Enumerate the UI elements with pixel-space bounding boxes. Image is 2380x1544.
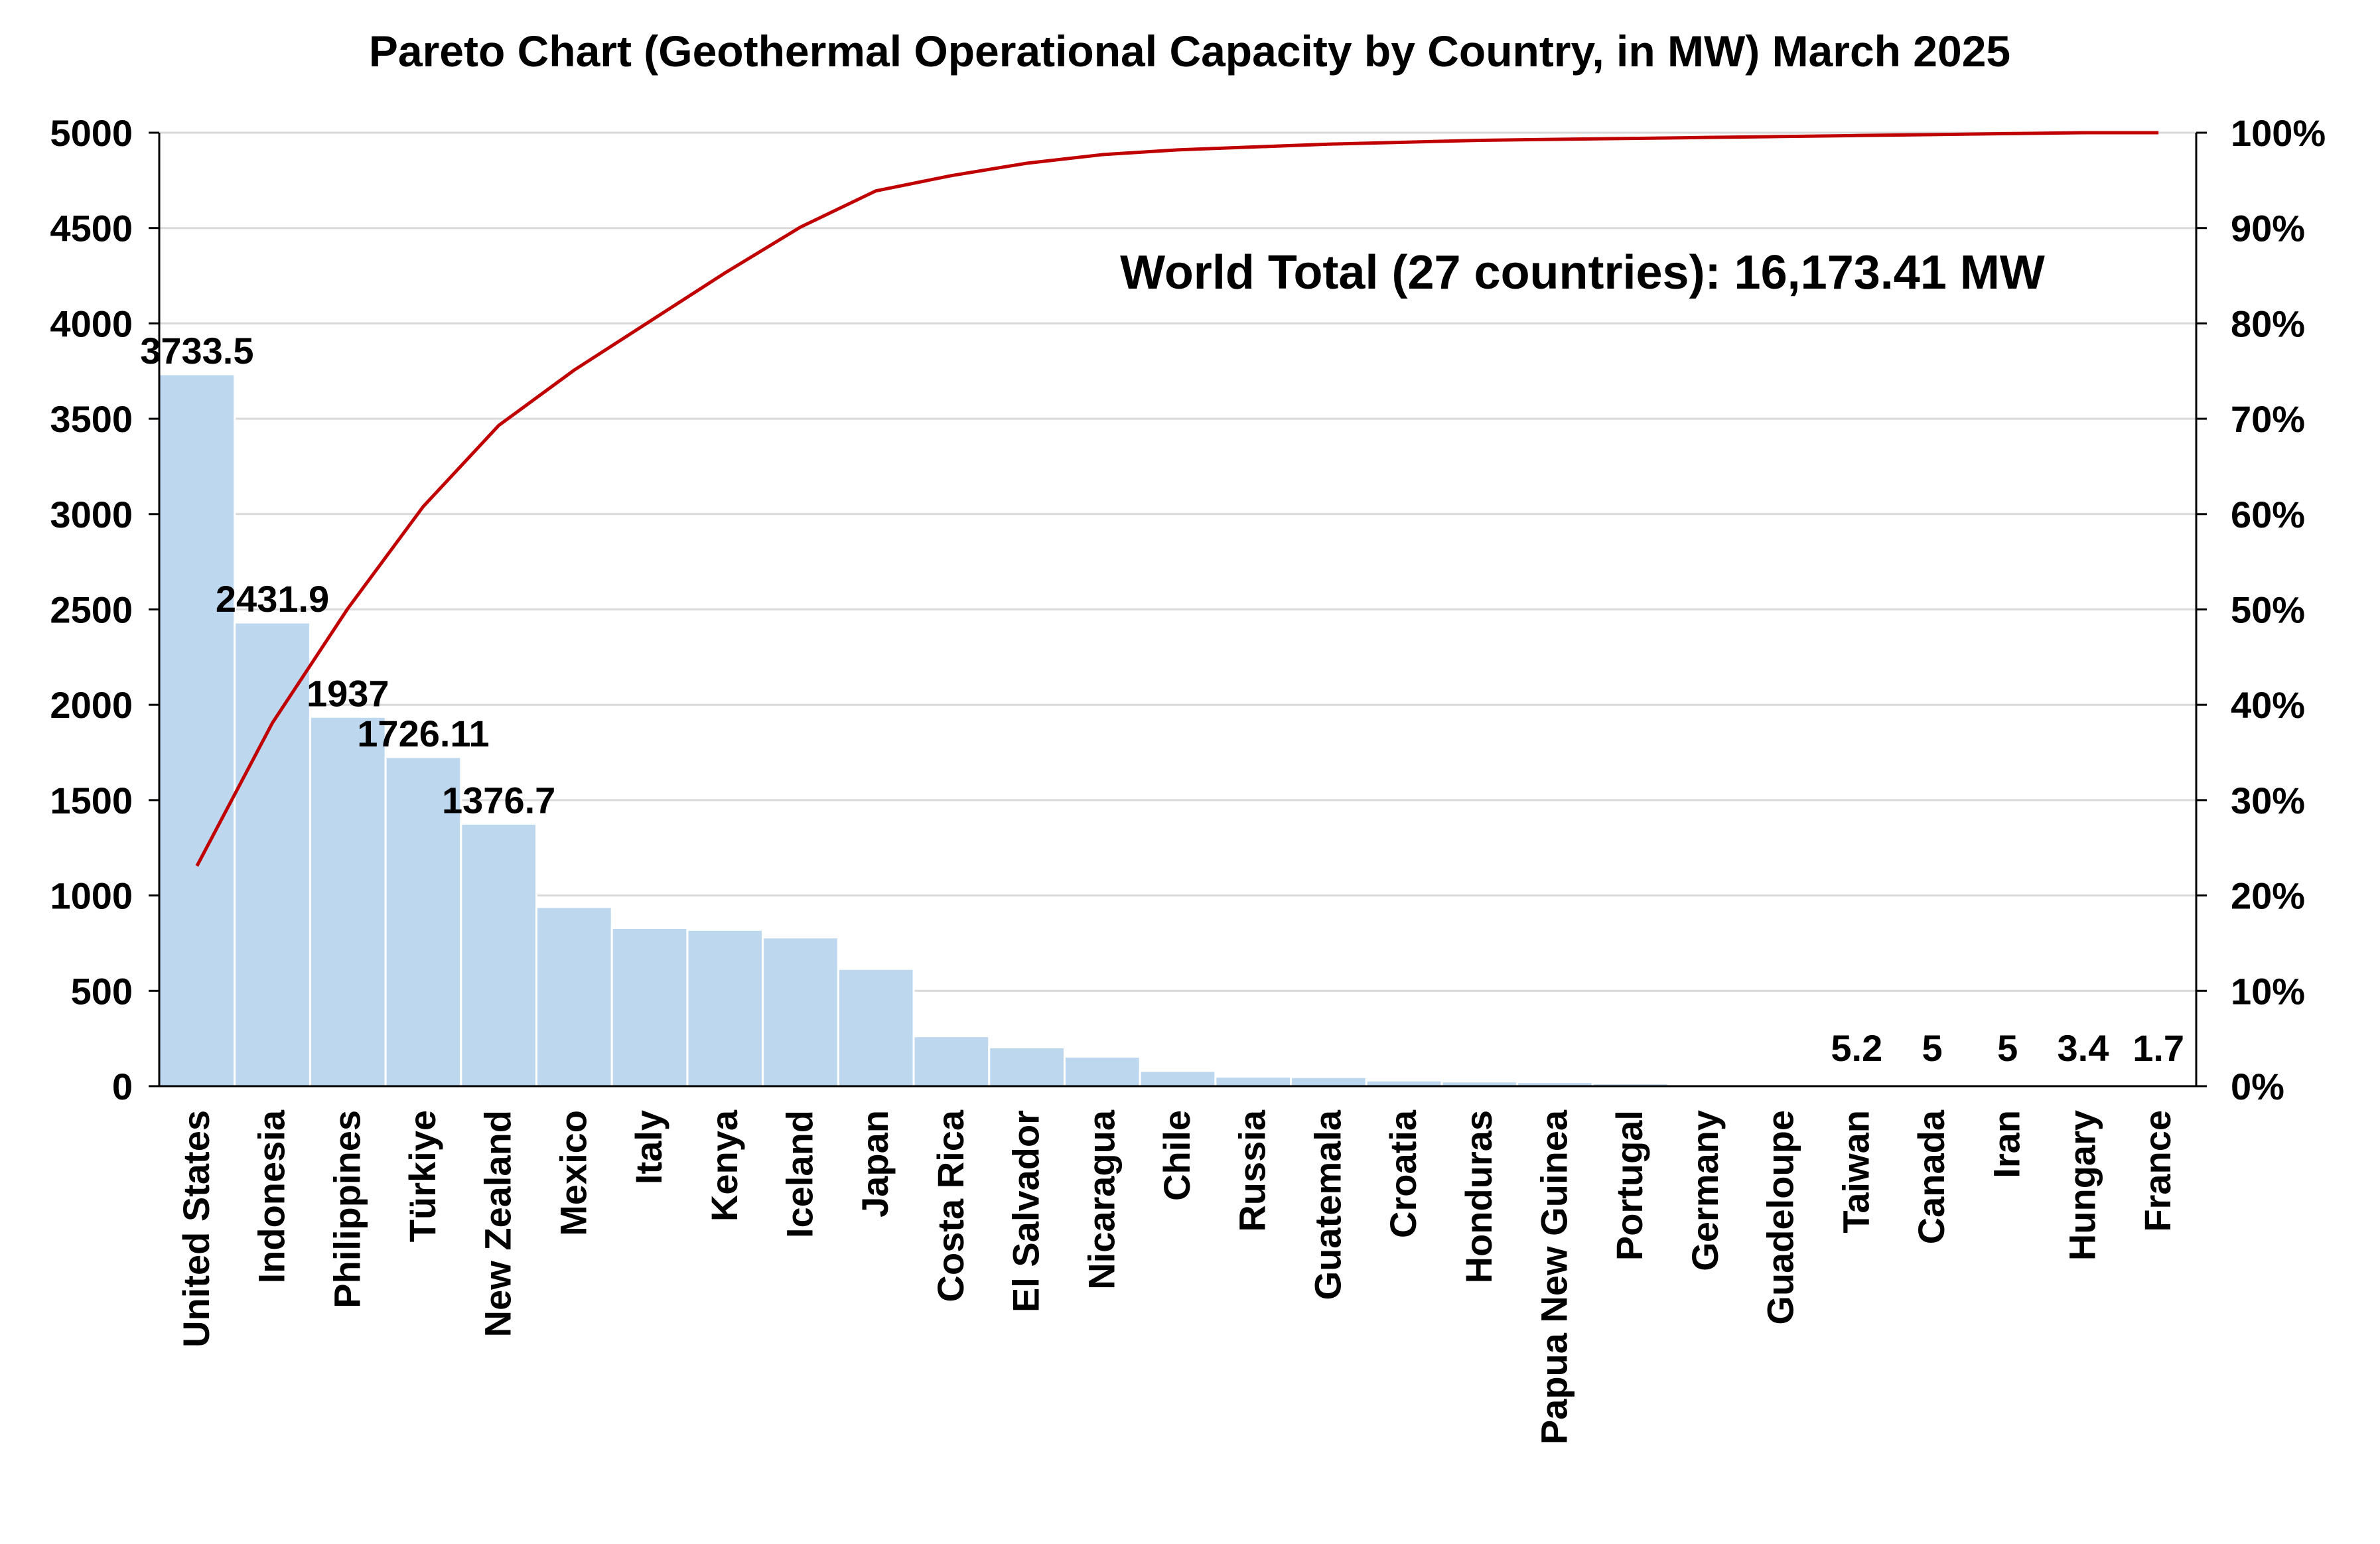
bar <box>384 756 462 1088</box>
category-label: Philippines <box>326 1110 368 1308</box>
y2-tick-label: 60% <box>2231 494 2305 535</box>
category-label: New Zealand <box>477 1110 519 1337</box>
data-label: 5 <box>1997 1027 2018 1069</box>
gridlines <box>159 131 2196 992</box>
y2-axis-ticks: 100% 90% 80% 70% 60% 50% 40% 30% 20% 10% 0% <box>2231 112 2326 1107</box>
y2-tick-label: 100% <box>2231 112 2326 154</box>
category-label: Honduras <box>1458 1110 1500 1283</box>
y2-tick-label: 70% <box>2231 398 2305 440</box>
category-label: Guatemala <box>1306 1109 1348 1300</box>
category-label: Guadeloupe <box>1760 1110 1801 1325</box>
data-label: 1.7 <box>2133 1027 2184 1069</box>
y-tick-label: 1000 <box>50 875 133 917</box>
data-label: 1726.11 <box>357 713 489 754</box>
y2-tick-label: 40% <box>2231 684 2305 726</box>
data-label: 3733.5 <box>140 330 253 372</box>
category-label: Portugal <box>1608 1110 1650 1261</box>
category-label: Costa Rica <box>930 1109 971 1302</box>
category-label: Chile <box>1156 1110 1198 1201</box>
bar <box>535 906 613 1088</box>
category-labels: United States Indonesia Philippines Türkiye… <box>175 1109 2178 1444</box>
category-label: Nicaragua <box>1080 1109 1122 1290</box>
category-label: France <box>2136 1110 2178 1232</box>
bar <box>460 822 538 1088</box>
axes <box>149 131 2207 1088</box>
category-label: Mexico <box>552 1110 594 1236</box>
bar <box>912 1035 991 1088</box>
bar <box>309 715 387 1088</box>
cumulative-percent-line <box>195 131 2159 867</box>
y-tick-label: 0 <box>112 1066 133 1107</box>
chart-title: Pareto Chart (Geothermal Operational Cap… <box>369 27 2010 76</box>
bar <box>234 621 311 1088</box>
y-tick-label: 3500 <box>50 398 133 440</box>
data-label: 3.4 <box>2058 1027 2109 1069</box>
bar <box>762 936 839 1088</box>
y2-tick-label: 20% <box>2231 875 2305 917</box>
category-label: Iceland <box>778 1110 820 1238</box>
bar <box>1214 1076 1293 1088</box>
y2-tick-label: 90% <box>2231 208 2305 249</box>
category-label: Italy <box>628 1110 669 1184</box>
category-label: Indonesia <box>251 1109 293 1283</box>
category-label: El Salvador <box>1005 1110 1047 1312</box>
y-tick-label: 2500 <box>50 589 133 631</box>
y2-tick-label: 0% <box>2231 1066 2284 1107</box>
y-tick-label: 4000 <box>50 303 133 344</box>
bar <box>1139 1070 1217 1088</box>
y-tick-label: 4500 <box>50 208 133 249</box>
y-tick-label: 2000 <box>50 684 133 726</box>
data-label: 5.2 <box>1831 1027 1882 1069</box>
category-label: Kenya <box>703 1109 745 1222</box>
data-label: 2431.9 <box>216 578 329 620</box>
bar <box>610 926 689 1088</box>
y2-tick-label: 30% <box>2231 780 2305 821</box>
bar <box>1290 1076 1367 1088</box>
category-label: Russia <box>1231 1109 1273 1231</box>
y2-tick-label: 80% <box>2231 303 2305 344</box>
category-label: Hungary <box>2061 1110 2103 1261</box>
data-label: 5 <box>1922 1027 1942 1069</box>
bar <box>686 928 764 1088</box>
y2-tick-label: 10% <box>2231 970 2305 1012</box>
bar <box>1063 1055 1141 1088</box>
bar <box>158 373 236 1088</box>
bar <box>988 1046 1066 1088</box>
category-label: Germany <box>1684 1110 1726 1271</box>
bar <box>837 967 915 1088</box>
category-label: Taiwan <box>1835 1110 1876 1233</box>
category-label: Iran <box>1986 1110 2028 1178</box>
category-label: Croatia <box>1382 1109 1424 1238</box>
category-label: Türkiye <box>401 1110 443 1242</box>
y-tick-label: 5000 <box>50 112 133 154</box>
data-label: 1937 <box>307 672 389 714</box>
category-label: Canada <box>1910 1109 1952 1244</box>
y-tick-label: 3000 <box>50 494 133 535</box>
y2-tick-label: 50% <box>2231 589 2305 631</box>
data-label: 1376.7 <box>442 779 555 821</box>
category-label: Papua New Guinea <box>1533 1109 1575 1444</box>
category-label: Japan <box>854 1110 896 1218</box>
world-total-annotation: World Total (27 countries): 16,173.41 MW <box>1120 246 2045 299</box>
y-tick-label: 500 <box>71 970 133 1012</box>
category-label: United States <box>175 1110 217 1348</box>
y-tick-label: 1500 <box>50 780 133 821</box>
cumulative-line <box>195 131 2159 867</box>
